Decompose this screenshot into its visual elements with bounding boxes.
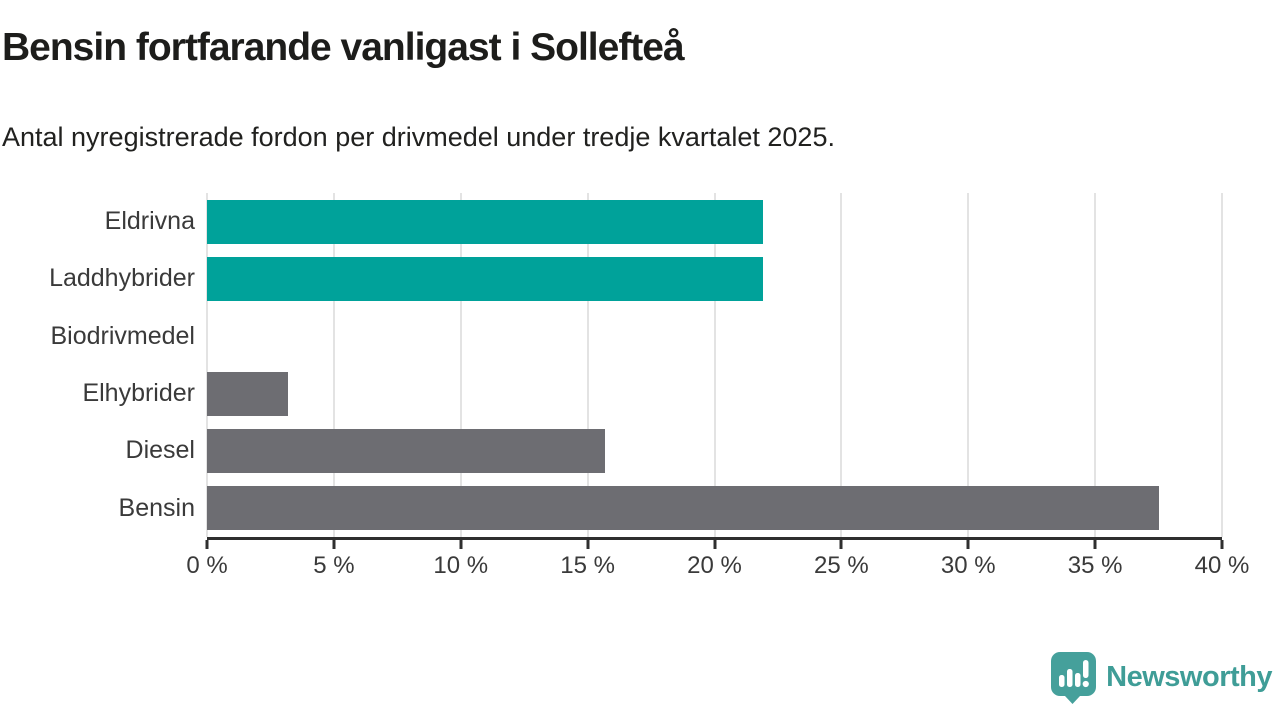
bar-row xyxy=(207,308,1222,365)
y-axis-labels: Eldrivna Laddhybrider Biodrivmedel Elhybrid… xyxy=(0,193,195,537)
x-tick-label: 35 % xyxy=(1067,552,1123,579)
x-tick xyxy=(1093,540,1097,549)
bar-row xyxy=(207,250,1222,307)
chart-title: Bensin fortfarande vanligast i Sollefteå xyxy=(2,26,685,69)
y-axis-label: Elhybrider xyxy=(82,379,195,408)
gridline xyxy=(1094,193,1097,537)
y-axis-label: Biodrivmedel xyxy=(50,321,195,350)
y-axis-label: Laddhybrider xyxy=(49,264,195,293)
chart-subtitle: Antal nyregistrerade fordon per drivmede… xyxy=(2,122,835,152)
gridline xyxy=(206,193,208,537)
gridline xyxy=(459,193,462,537)
newsworthy-logo-text: Newsworthy xyxy=(1106,661,1272,693)
bar xyxy=(207,256,763,301)
gridline xyxy=(840,193,843,537)
gridline xyxy=(967,193,970,537)
x-tick-label: 25 % xyxy=(814,552,869,579)
x-tick-label: 5 % xyxy=(313,552,355,579)
x-tick xyxy=(1220,540,1224,549)
bar-row xyxy=(207,480,1222,537)
gridline xyxy=(713,193,716,537)
x-tick xyxy=(332,540,336,549)
x-tick xyxy=(713,540,716,549)
x-tick-label: 20 % xyxy=(687,552,742,579)
bar-row xyxy=(207,193,1222,250)
y-axis-label: Bensin xyxy=(118,493,195,522)
x-tick xyxy=(586,540,590,549)
x-tick xyxy=(839,540,843,549)
newsworthy-logo: Newsworthy xyxy=(1050,651,1272,704)
newsworthy-chart-speech-bubble-icon xyxy=(1051,652,1097,704)
x-tick-label: 40 % xyxy=(1194,552,1250,579)
bar xyxy=(207,371,289,416)
x-tick-label: 0 % xyxy=(186,552,228,579)
gridline xyxy=(332,193,335,537)
gridline xyxy=(1221,193,1223,537)
x-tick xyxy=(966,540,970,549)
y-axis-label: Eldrivna xyxy=(104,207,195,236)
x-tick-label: 10 % xyxy=(433,552,489,579)
gridline xyxy=(586,193,589,537)
y-axis-label: Diesel xyxy=(125,436,195,465)
bar xyxy=(207,486,1159,531)
x-tick xyxy=(205,540,209,549)
x-tick-label: 15 % xyxy=(560,552,615,579)
bar-row xyxy=(207,422,1222,479)
x-tick xyxy=(459,540,463,549)
bar-row xyxy=(207,365,1222,422)
x-tick-label: 30 % xyxy=(940,552,996,579)
bar-rows xyxy=(207,193,1222,537)
x-axis: 0 % 5 % 10 % 15 % 20 % 25 % 30 % 35 % 40 % xyxy=(186,540,1249,590)
bar xyxy=(207,199,763,244)
plot-area xyxy=(206,193,1223,540)
bar xyxy=(207,428,606,473)
